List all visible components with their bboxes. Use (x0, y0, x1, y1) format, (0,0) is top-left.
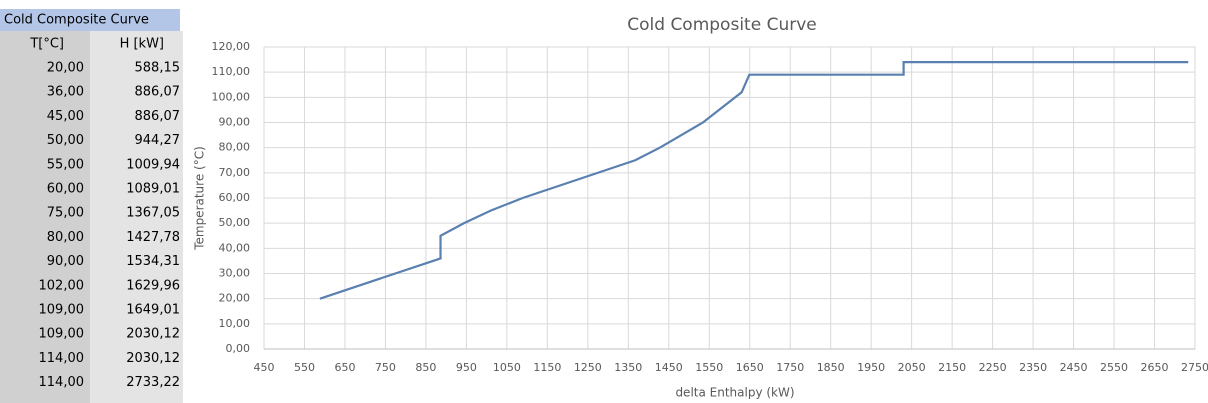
y-tick-label: 20,00 (219, 292, 251, 305)
column-header: H [kW] (120, 37, 164, 52)
x-tick-label: 750 (375, 361, 396, 374)
table-cell: 36,00 (47, 85, 84, 100)
table-cell: 1367,05 (126, 206, 180, 221)
x-tick-label: 2550 (1100, 361, 1128, 374)
x-tick-label: 850 (415, 361, 436, 374)
table-cell: 2030,12 (126, 327, 180, 342)
x-tick-label: 2050 (898, 361, 926, 374)
y-tick-label: 0,00 (226, 342, 251, 355)
table-title: Cold Composite Curve (4, 13, 149, 28)
x-tick-label: 1150 (533, 361, 561, 374)
y-tick-label: 80,00 (219, 141, 251, 154)
table-cell: 1534,31 (126, 254, 180, 269)
chart-title: Cold Composite Curve (627, 15, 816, 35)
table-cell: 886,07 (135, 109, 181, 124)
table-title-bg (0, 9, 180, 31)
x-tick-label: 1850 (817, 361, 845, 374)
y-tick-label: 110,00 (212, 65, 251, 78)
x-tick-label: 2650 (1141, 361, 1169, 374)
y-tick-label: 120,00 (212, 40, 251, 53)
table-cell: 55,00 (47, 157, 84, 172)
column-header: T[°C] (29, 37, 64, 52)
table-cell: 20,00 (47, 61, 84, 76)
table-cell: 1427,78 (126, 230, 180, 245)
table-cell: 109,00 (39, 303, 85, 318)
y-tick-label: 60,00 (219, 191, 251, 204)
y-tick-label: 100,00 (212, 90, 251, 103)
x-tick-label: 1050 (493, 361, 521, 374)
table-cell: 60,00 (47, 182, 84, 197)
table-cell: 114,00 (39, 351, 85, 366)
col-bg (90, 31, 183, 403)
col-bg (0, 31, 90, 403)
table-cell: 80,00 (47, 230, 84, 245)
x-tick-label: 2150 (938, 361, 966, 374)
x-tick-label: 1650 (736, 361, 764, 374)
table-cell: 75,00 (47, 206, 84, 221)
series-line (319, 61, 1189, 300)
table-cell: 45,00 (47, 109, 84, 124)
y-axis-title: Temperature (°C) (193, 146, 207, 251)
x-tick-label: 1450 (655, 361, 683, 374)
x-tick-label: 2250 (979, 361, 1007, 374)
table-cell: 50,00 (47, 133, 84, 148)
x-tick-label: 2350 (1019, 361, 1047, 374)
table-cell: 109,00 (39, 327, 85, 342)
table-cell: 2030,12 (126, 351, 180, 366)
y-tick-label: 40,00 (219, 241, 251, 254)
table-cell: 90,00 (47, 254, 84, 269)
table-cell: 102,00 (39, 278, 85, 293)
y-tick-label: 50,00 (219, 216, 251, 229)
x-tick-label: 1350 (614, 361, 642, 374)
y-tick-label: 10,00 (219, 317, 251, 330)
x-tick-label: 450 (254, 361, 275, 374)
x-tick-label: 1750 (776, 361, 804, 374)
y-tick-label: 70,00 (219, 166, 251, 179)
x-tick-label: 1250 (574, 361, 602, 374)
table-cell: 944,27 (135, 133, 181, 148)
table-cell: 588,15 (135, 61, 181, 76)
table-cell: 114,00 (39, 375, 85, 390)
y-tick-label: 30,00 (219, 267, 251, 280)
x-tick-label: 950 (456, 361, 477, 374)
table-cell: 886,07 (135, 85, 181, 100)
table-cell: 1649,01 (126, 303, 180, 318)
table-cell: 1009,94 (126, 157, 180, 172)
x-tick-label: 2750 (1181, 361, 1208, 374)
table-cell: 1629,96 (126, 278, 180, 293)
x-tick-label: 1550 (695, 361, 723, 374)
x-tick-label: 550 (294, 361, 315, 374)
x-axis-title: delta Enthalpy (kW) (675, 386, 794, 400)
x-tick-label: 2450 (1060, 361, 1088, 374)
table-cell: 2733,22 (126, 375, 180, 390)
y-tick-label: 90,00 (219, 116, 251, 129)
x-tick-label: 1950 (857, 361, 885, 374)
x-tick-label: 650 (334, 361, 355, 374)
table-cell: 1089,01 (126, 182, 180, 197)
